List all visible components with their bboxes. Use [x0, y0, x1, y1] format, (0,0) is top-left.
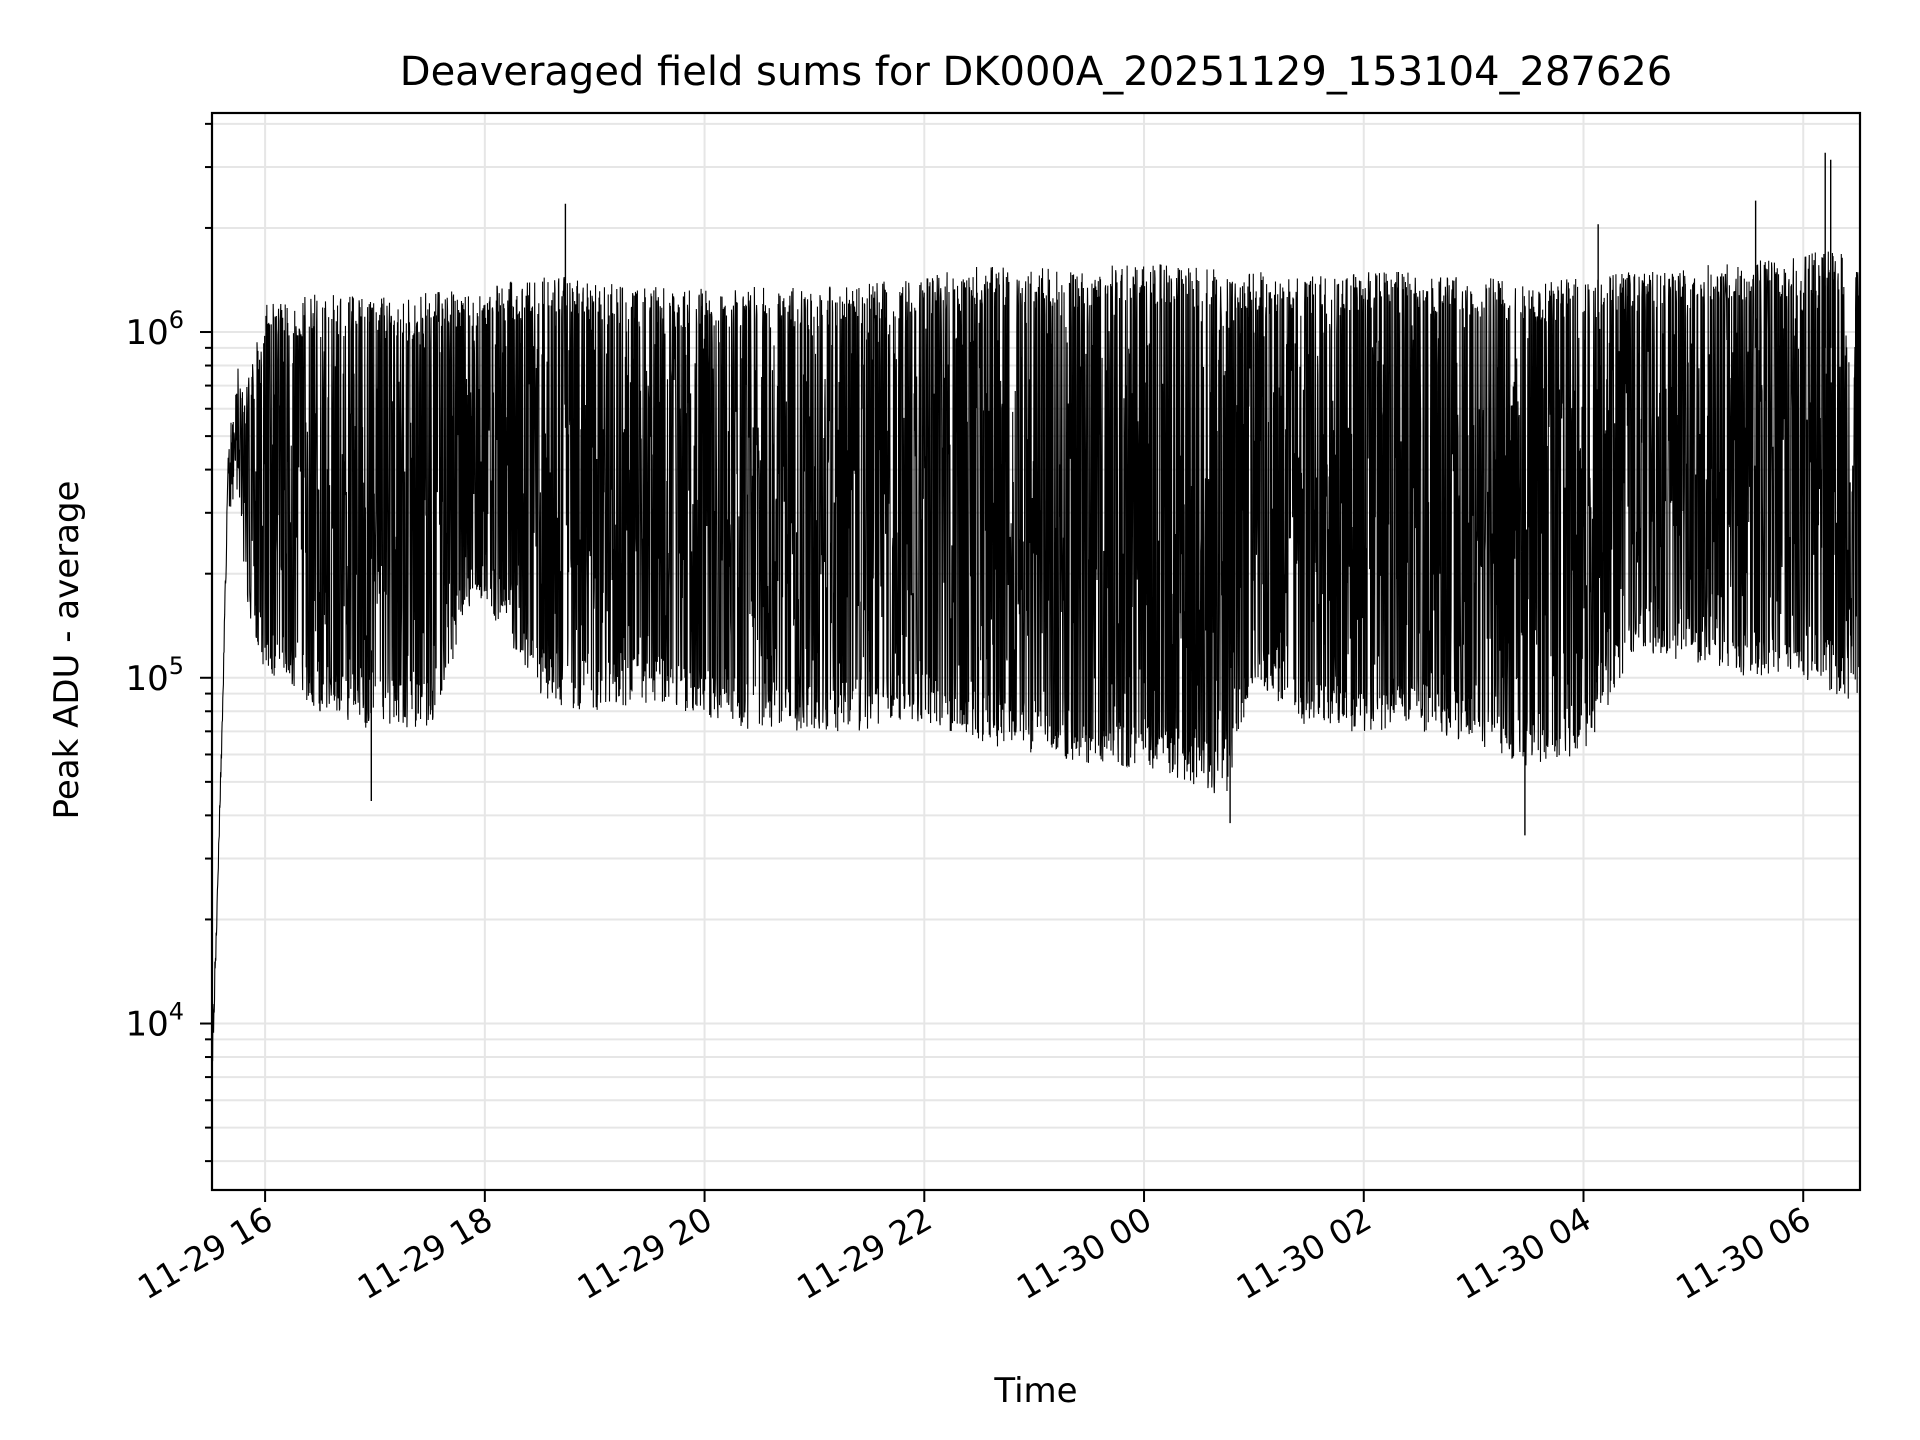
y-tick-exponent: 6: [169, 306, 184, 334]
plot-frame: [210, 111, 1862, 1192]
y-tick-label: 104: [125, 998, 184, 1045]
data-line: [211, 251, 1861, 1062]
y-tick-exponent: 5: [169, 652, 184, 680]
data-series: [211, 152, 1861, 1062]
y-tick-base: 10: [125, 1005, 168, 1045]
chart-title: Deaveraged field sums for DK000A_2025112…: [400, 49, 1672, 95]
y-tick-base: 10: [125, 313, 168, 353]
y-axis-label: Peak ADU - average: [47, 481, 87, 820]
y-tick-base: 10: [125, 659, 168, 699]
y-tick-label: 105: [125, 652, 184, 699]
x-axis-label: Time: [993, 1371, 1077, 1411]
y-tick-label: 106: [125, 306, 184, 353]
y-tick-exponent: 4: [169, 998, 184, 1026]
